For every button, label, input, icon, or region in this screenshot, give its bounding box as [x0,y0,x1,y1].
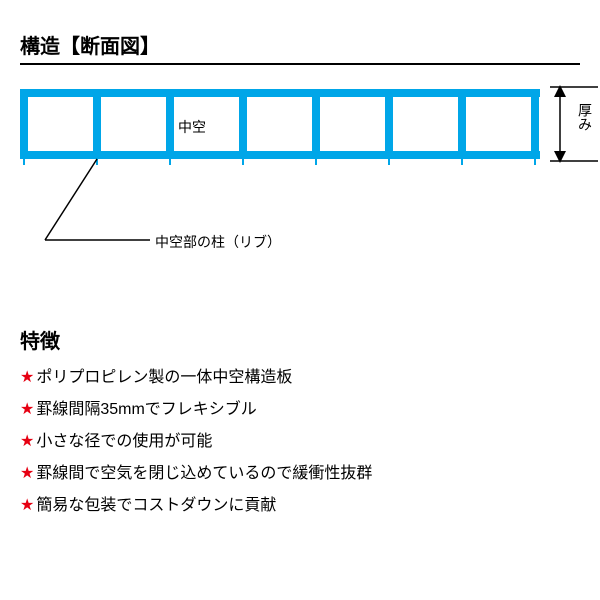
feature-text: 罫線間で空気を閉じ込めているので緩衝性抜群 [36,465,372,482]
label-rib: 中空部の柱（リブ） [155,232,281,252]
label-hollow: 中空 [178,117,206,137]
feature-item: ★罫線間隔35mmでフレキシブル [20,398,580,422]
star-icon: ★ [20,401,34,418]
star-icon: ★ [20,433,34,450]
feature-list: ★ポリプロピレン製の一体中空構造板 ★罫線間隔35mmでフレキシブル ★小さな径… [20,366,580,518]
feature-text: 罫線間隔35mmでフレキシブル [36,401,256,418]
feature-text: 簡易な包装でコストダウンに貢献 [36,497,276,514]
feature-item: ★小さな径での使用が可能 [20,430,580,454]
feature-text: ポリプロピレン製の一体中空構造板 [36,369,292,386]
feature-item: ★ポリプロピレン製の一体中空構造板 [20,366,580,390]
feature-item: ★簡易な包装でコストダウンに貢献 [20,494,580,518]
star-icon: ★ [20,497,34,514]
star-icon: ★ [20,465,34,482]
cross-section-diagram: 中空 厚み 中空部の柱（リブ） [20,85,580,265]
feature-text: 小さな径での使用が可能 [36,433,212,450]
label-thickness: 厚み [575,103,595,131]
structure-title: 構造【断面図】 [20,30,580,65]
features-title: 特徴 [20,325,580,354]
star-icon: ★ [20,369,34,386]
feature-item: ★罫線間で空気を閉じ込めているので緩衝性抜群 [20,462,580,486]
diagram-svg [20,85,600,265]
